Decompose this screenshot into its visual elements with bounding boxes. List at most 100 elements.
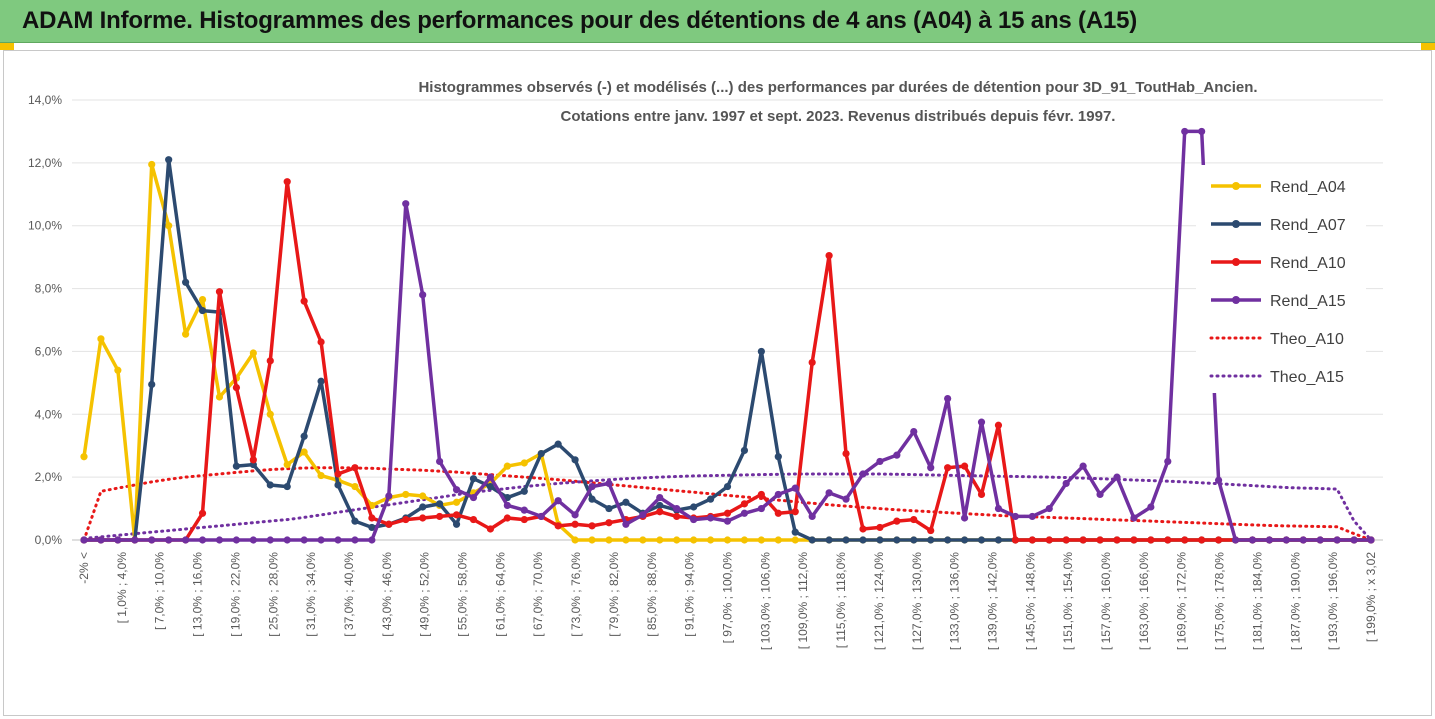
x-tick-label: [ 25,0% ; 28,0% [266,552,280,637]
data-point [639,511,647,519]
data-point [198,536,207,544]
series-line [82,466,1373,542]
data-point [1282,536,1290,544]
x-tick-label: [ 103,0% ; 106,0% [758,552,772,650]
data-point [757,490,765,499]
data-point [402,200,410,208]
data-point [690,503,698,511]
data-point [656,493,664,502]
data-point [385,492,393,500]
y-tick-label: 10,0% [28,219,62,233]
x-tick-label: [ 115,0% ; 118,0% [834,552,848,649]
y-tick-label: 4,0% [35,407,63,421]
legend-label: Rend_A10 [1270,255,1346,272]
data-point [774,536,782,544]
x-axis-labels: -2% < [ 1,0% ; 4,0% [ 7,0% ; 10,0% [ 13,0% … [77,552,1378,650]
data-point [452,520,461,528]
data-point [436,512,444,521]
x-tick-label: [ 67,0% ; 70,0% [531,552,545,637]
data-point [232,536,241,544]
x-tick-label: [ 49,0% ; 52,0% [418,552,432,637]
data-point [825,489,833,497]
data-point [774,490,782,499]
data-point [825,536,833,544]
data-point [859,470,867,478]
data-point [469,515,478,524]
y-tick-label: 14,0% [28,93,62,107]
data-point [1164,457,1172,466]
data-point [571,536,579,544]
data-point [825,251,833,260]
data-point [215,288,224,296]
data-point [182,536,190,544]
x-tick-label: [ 169,0% ; 172,0% [1175,552,1189,650]
x-tick-label: [ 163,0% ; 166,0% [1137,552,1151,650]
data-point [300,432,308,440]
data-point [1147,503,1155,511]
data-point [1333,536,1341,544]
data-point [690,536,698,544]
data-point [1045,536,1053,544]
data-point [910,536,918,544]
x-tick-label: [ 151,0% ; 154,0% [1061,552,1075,650]
data-point [520,506,528,514]
x-tick-label: [ 13,0% ; 16,0% [191,552,205,637]
data-point [165,222,173,230]
legend-label: Theo_A10 [1270,331,1344,348]
data-point [97,536,105,544]
corner-mark-left [0,43,14,50]
x-tick-label: [ 157,0% ; 160,0% [1099,552,1113,650]
y-tick-label: 12,0% [28,156,62,170]
data-point [283,536,291,544]
data-point [605,504,613,513]
data-point [977,536,986,544]
data-point [165,536,173,544]
y-tick-label: 6,0% [35,344,63,358]
data-point [1011,536,1019,544]
legend-item-Rend_A10: Rend_A10 [1211,255,1346,272]
x-tick-label: [ 85,0% ; 88,0% [645,552,659,637]
chart-title-line1: Histogrammes observés (-) et modélisés (… [418,79,1257,96]
data-point [452,486,461,494]
data-point [1198,536,1206,544]
data-point [1028,536,1036,544]
data-point [690,515,698,524]
data-point [740,500,749,508]
data-point [876,536,884,544]
data-point [588,522,596,530]
chart-frame [3,50,1432,716]
data-point [1316,536,1324,544]
data-point [656,536,664,544]
data-point [1265,536,1273,544]
data-point [1096,536,1104,544]
data-point [723,536,732,544]
data-point [334,470,342,478]
x-tick-label: [ 55,0% ; 58,0% [456,552,470,637]
data-point [317,471,325,480]
data-point [215,536,224,544]
data-point [419,503,427,511]
data-point [588,495,596,503]
y-axis-labels: 0,0% 2,0% 4,0% 6,0% 8,0% 10,0% 12,0% 14,0% [28,93,62,547]
data-point [656,508,664,516]
data-point [1198,127,1206,136]
legend-box [1196,165,1366,393]
x-tick-label: [ 139,0% ; 142,0% [985,552,999,650]
data-point [436,457,444,466]
data-point [842,495,850,503]
data-point [1181,127,1189,136]
x-tick-label: [ 97,0% ; 100,0% [721,552,735,644]
x-tick-label: [ 121,0% ; 124,0% [872,552,886,650]
data-point [791,484,799,492]
data-point [300,448,308,456]
data-point [80,453,88,461]
x-tick-label: [ 37,0% ; 40,0% [342,552,356,637]
legend-label: Theo_A15 [1270,369,1344,386]
data-point [1079,536,1087,544]
gridlines [72,99,1383,541]
data-point [960,462,969,470]
data-point [198,306,207,315]
data-point [910,427,918,436]
x-tick-label: [ 145,0% ; 148,0% [1023,552,1037,650]
